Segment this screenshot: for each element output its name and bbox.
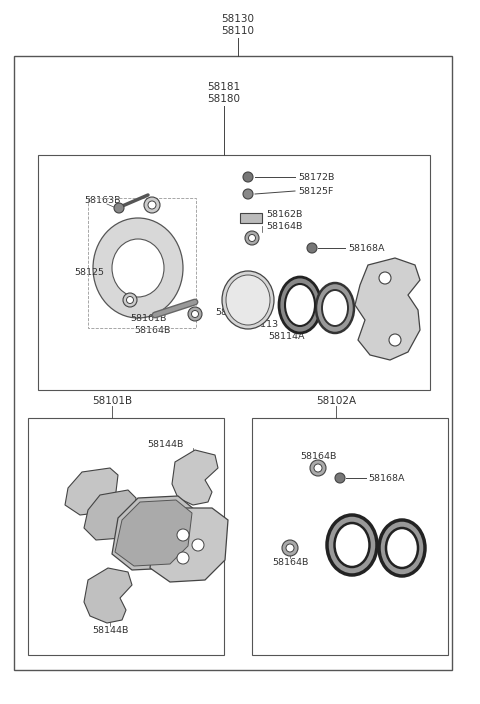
Text: 58110: 58110	[221, 26, 254, 36]
Circle shape	[127, 296, 133, 303]
Text: 58130: 58130	[221, 14, 254, 24]
Text: 58164B: 58164B	[266, 222, 302, 231]
Polygon shape	[115, 500, 192, 566]
Text: 58164B: 58164B	[272, 558, 308, 567]
Text: 58112: 58112	[215, 308, 245, 317]
Text: 58168A: 58168A	[368, 474, 405, 483]
Circle shape	[282, 540, 298, 556]
Ellipse shape	[279, 277, 321, 333]
Polygon shape	[172, 450, 218, 505]
Circle shape	[307, 243, 317, 253]
Circle shape	[144, 197, 160, 213]
Circle shape	[310, 460, 326, 476]
Circle shape	[314, 464, 322, 472]
Text: 58168A: 58168A	[348, 244, 384, 253]
Circle shape	[379, 272, 391, 284]
Circle shape	[243, 189, 253, 199]
Circle shape	[245, 231, 259, 245]
Polygon shape	[84, 490, 136, 540]
Text: 58144B: 58144B	[92, 626, 128, 635]
Ellipse shape	[316, 283, 354, 333]
Polygon shape	[355, 258, 420, 360]
Circle shape	[286, 544, 294, 552]
Text: 58113: 58113	[248, 320, 278, 329]
Ellipse shape	[379, 520, 425, 576]
Circle shape	[192, 310, 199, 318]
Ellipse shape	[222, 271, 274, 329]
Circle shape	[148, 201, 156, 209]
Text: 58164B: 58164B	[134, 326, 170, 335]
Bar	[14, 56, 452, 670]
Ellipse shape	[112, 239, 164, 297]
Text: 58101B: 58101B	[92, 396, 132, 406]
Bar	[28, 418, 224, 655]
Circle shape	[123, 293, 137, 307]
Circle shape	[114, 203, 124, 213]
Text: 58102A: 58102A	[316, 396, 356, 406]
Circle shape	[249, 234, 255, 241]
Circle shape	[389, 334, 401, 346]
Text: 58172B: 58172B	[298, 173, 335, 182]
Ellipse shape	[285, 284, 315, 326]
Polygon shape	[84, 568, 132, 623]
Text: 58181: 58181	[207, 82, 240, 92]
Polygon shape	[150, 508, 228, 582]
Text: 58163B: 58163B	[84, 196, 120, 205]
Text: 58161B: 58161B	[130, 314, 167, 323]
Polygon shape	[112, 496, 195, 570]
Ellipse shape	[322, 290, 348, 326]
Ellipse shape	[327, 515, 377, 575]
Circle shape	[335, 473, 345, 483]
Text: 58144B: 58144B	[147, 440, 183, 449]
Text: 58125: 58125	[74, 268, 104, 277]
Polygon shape	[65, 468, 118, 515]
Ellipse shape	[386, 528, 418, 568]
Bar	[252, 418, 448, 655]
Text: 58164B: 58164B	[300, 452, 336, 461]
Ellipse shape	[226, 275, 270, 325]
Text: 58180: 58180	[207, 94, 240, 104]
Ellipse shape	[93, 218, 183, 318]
Circle shape	[192, 539, 204, 551]
Text: 58114A: 58114A	[268, 332, 304, 341]
Bar	[38, 155, 430, 390]
Circle shape	[177, 529, 189, 541]
Circle shape	[243, 172, 253, 182]
Text: 58162B: 58162B	[266, 210, 302, 219]
Text: 58125F: 58125F	[298, 187, 334, 196]
Circle shape	[177, 552, 189, 564]
Bar	[88, 198, 196, 328]
Ellipse shape	[335, 523, 370, 567]
Circle shape	[188, 307, 202, 321]
Bar	[240, 213, 262, 223]
